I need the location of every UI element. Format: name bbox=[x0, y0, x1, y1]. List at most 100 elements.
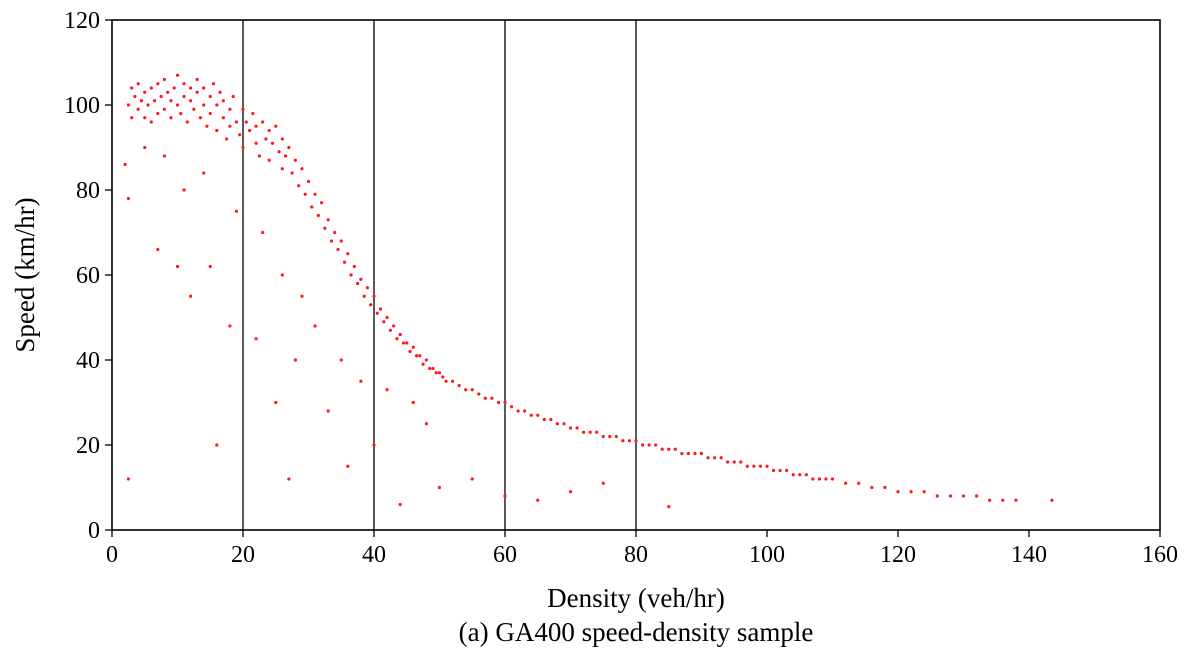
scatter-point bbox=[830, 477, 835, 481]
scatter-point bbox=[398, 332, 402, 337]
scatter-point bbox=[549, 417, 553, 422]
scatter-point bbox=[130, 86, 134, 90]
scatter-point bbox=[352, 264, 356, 269]
scatter-point bbox=[470, 477, 474, 481]
scatter-point bbox=[333, 230, 337, 235]
scatter-point bbox=[470, 388, 474, 392]
scatter-point bbox=[283, 154, 288, 158]
scatter-point bbox=[385, 388, 389, 392]
scatter-point bbox=[195, 77, 199, 82]
scatter-point bbox=[948, 494, 953, 498]
scatter-point bbox=[414, 354, 419, 358]
scatter-point bbox=[401, 341, 406, 345]
scatter-point bbox=[349, 273, 353, 277]
scatter-point bbox=[182, 94, 186, 99]
scatter-point bbox=[287, 145, 291, 150]
scatter-point bbox=[529, 413, 533, 417]
scatter-point bbox=[654, 443, 658, 447]
scatter-point bbox=[182, 82, 186, 86]
scatter-point bbox=[280, 137, 284, 141]
scatter-point bbox=[346, 464, 350, 468]
scatter-point bbox=[385, 315, 389, 320]
scatter-point bbox=[316, 213, 320, 218]
x-tick-label: 160 bbox=[1142, 542, 1178, 568]
scatter-point bbox=[824, 477, 828, 481]
scatter-point bbox=[411, 400, 415, 405]
scatter-point bbox=[215, 128, 219, 133]
scatter-point bbox=[313, 192, 317, 196]
scatter-point bbox=[523, 409, 527, 413]
scatter-point bbox=[437, 371, 442, 375]
scatter-point bbox=[169, 99, 173, 103]
scatter-point bbox=[771, 468, 776, 473]
scatter-point bbox=[798, 473, 802, 477]
scatter-point bbox=[516, 409, 520, 413]
scatter-point bbox=[634, 439, 638, 443]
scatter-point bbox=[274, 400, 278, 405]
scatter-point bbox=[241, 107, 245, 111]
scatter-point bbox=[238, 133, 242, 137]
scatter-point bbox=[732, 460, 736, 464]
scatter-point bbox=[149, 86, 153, 90]
scatter-point bbox=[215, 103, 219, 107]
scatter-point bbox=[686, 451, 691, 456]
scatter-point bbox=[398, 502, 402, 507]
scatter-point bbox=[975, 494, 979, 498]
scatter-point bbox=[290, 171, 294, 175]
scatter-point bbox=[202, 103, 206, 107]
scatter-point bbox=[405, 341, 409, 345]
scatter-point bbox=[162, 107, 166, 111]
scatter-point bbox=[503, 494, 507, 498]
scatter-point bbox=[424, 358, 428, 362]
scatter-point bbox=[428, 366, 432, 371]
scatter-point bbox=[601, 481, 605, 485]
scatter-point bbox=[509, 405, 514, 409]
scatter-point bbox=[758, 464, 763, 468]
scatter-point bbox=[162, 154, 166, 158]
scatter-point bbox=[247, 128, 252, 133]
scatter-point bbox=[123, 162, 127, 167]
scatter-point bbox=[667, 447, 671, 451]
scatter-point bbox=[185, 120, 189, 124]
scatter-point bbox=[844, 481, 848, 485]
scatter-point bbox=[451, 379, 455, 383]
scatter-point bbox=[378, 307, 383, 311]
scatter-point bbox=[621, 439, 625, 443]
scatter-point bbox=[175, 73, 180, 77]
scatter-point bbox=[647, 443, 651, 447]
scatter-point bbox=[231, 94, 235, 99]
scatter-point bbox=[143, 145, 147, 150]
scatter-point bbox=[198, 116, 203, 120]
scatter-point bbox=[536, 413, 540, 417]
scatter-point bbox=[699, 451, 704, 456]
scatter-point bbox=[270, 141, 275, 145]
scatter-point bbox=[195, 90, 199, 94]
scatter-point bbox=[192, 107, 196, 111]
x-axis-title: Density (veh/hr) bbox=[547, 583, 725, 613]
scatter-point bbox=[280, 273, 284, 277]
scatter-point bbox=[136, 82, 140, 86]
scatter-point bbox=[261, 120, 265, 124]
scatter-point bbox=[267, 158, 271, 162]
x-tick-label: 120 bbox=[880, 542, 916, 568]
scatter-point bbox=[369, 303, 373, 307]
scatter-point bbox=[457, 383, 461, 388]
y-tick-label: 0 bbox=[88, 518, 100, 544]
scatter-point bbox=[172, 86, 176, 90]
scatter-point bbox=[555, 422, 560, 426]
scatter-point bbox=[300, 167, 304, 171]
scatter-point bbox=[719, 456, 723, 460]
scatter-point bbox=[359, 379, 363, 383]
scatter-point bbox=[211, 82, 216, 86]
scatter-point bbox=[745, 464, 749, 468]
scatter-point bbox=[817, 477, 822, 481]
scatter-point bbox=[582, 430, 586, 434]
scatter-point bbox=[156, 247, 160, 252]
scatter-point bbox=[215, 443, 219, 447]
scatter-point bbox=[326, 218, 330, 222]
scatter-point bbox=[431, 366, 435, 371]
scatter-point bbox=[234, 120, 239, 124]
scatter-point bbox=[221, 99, 225, 103]
scatter-point bbox=[713, 456, 717, 460]
